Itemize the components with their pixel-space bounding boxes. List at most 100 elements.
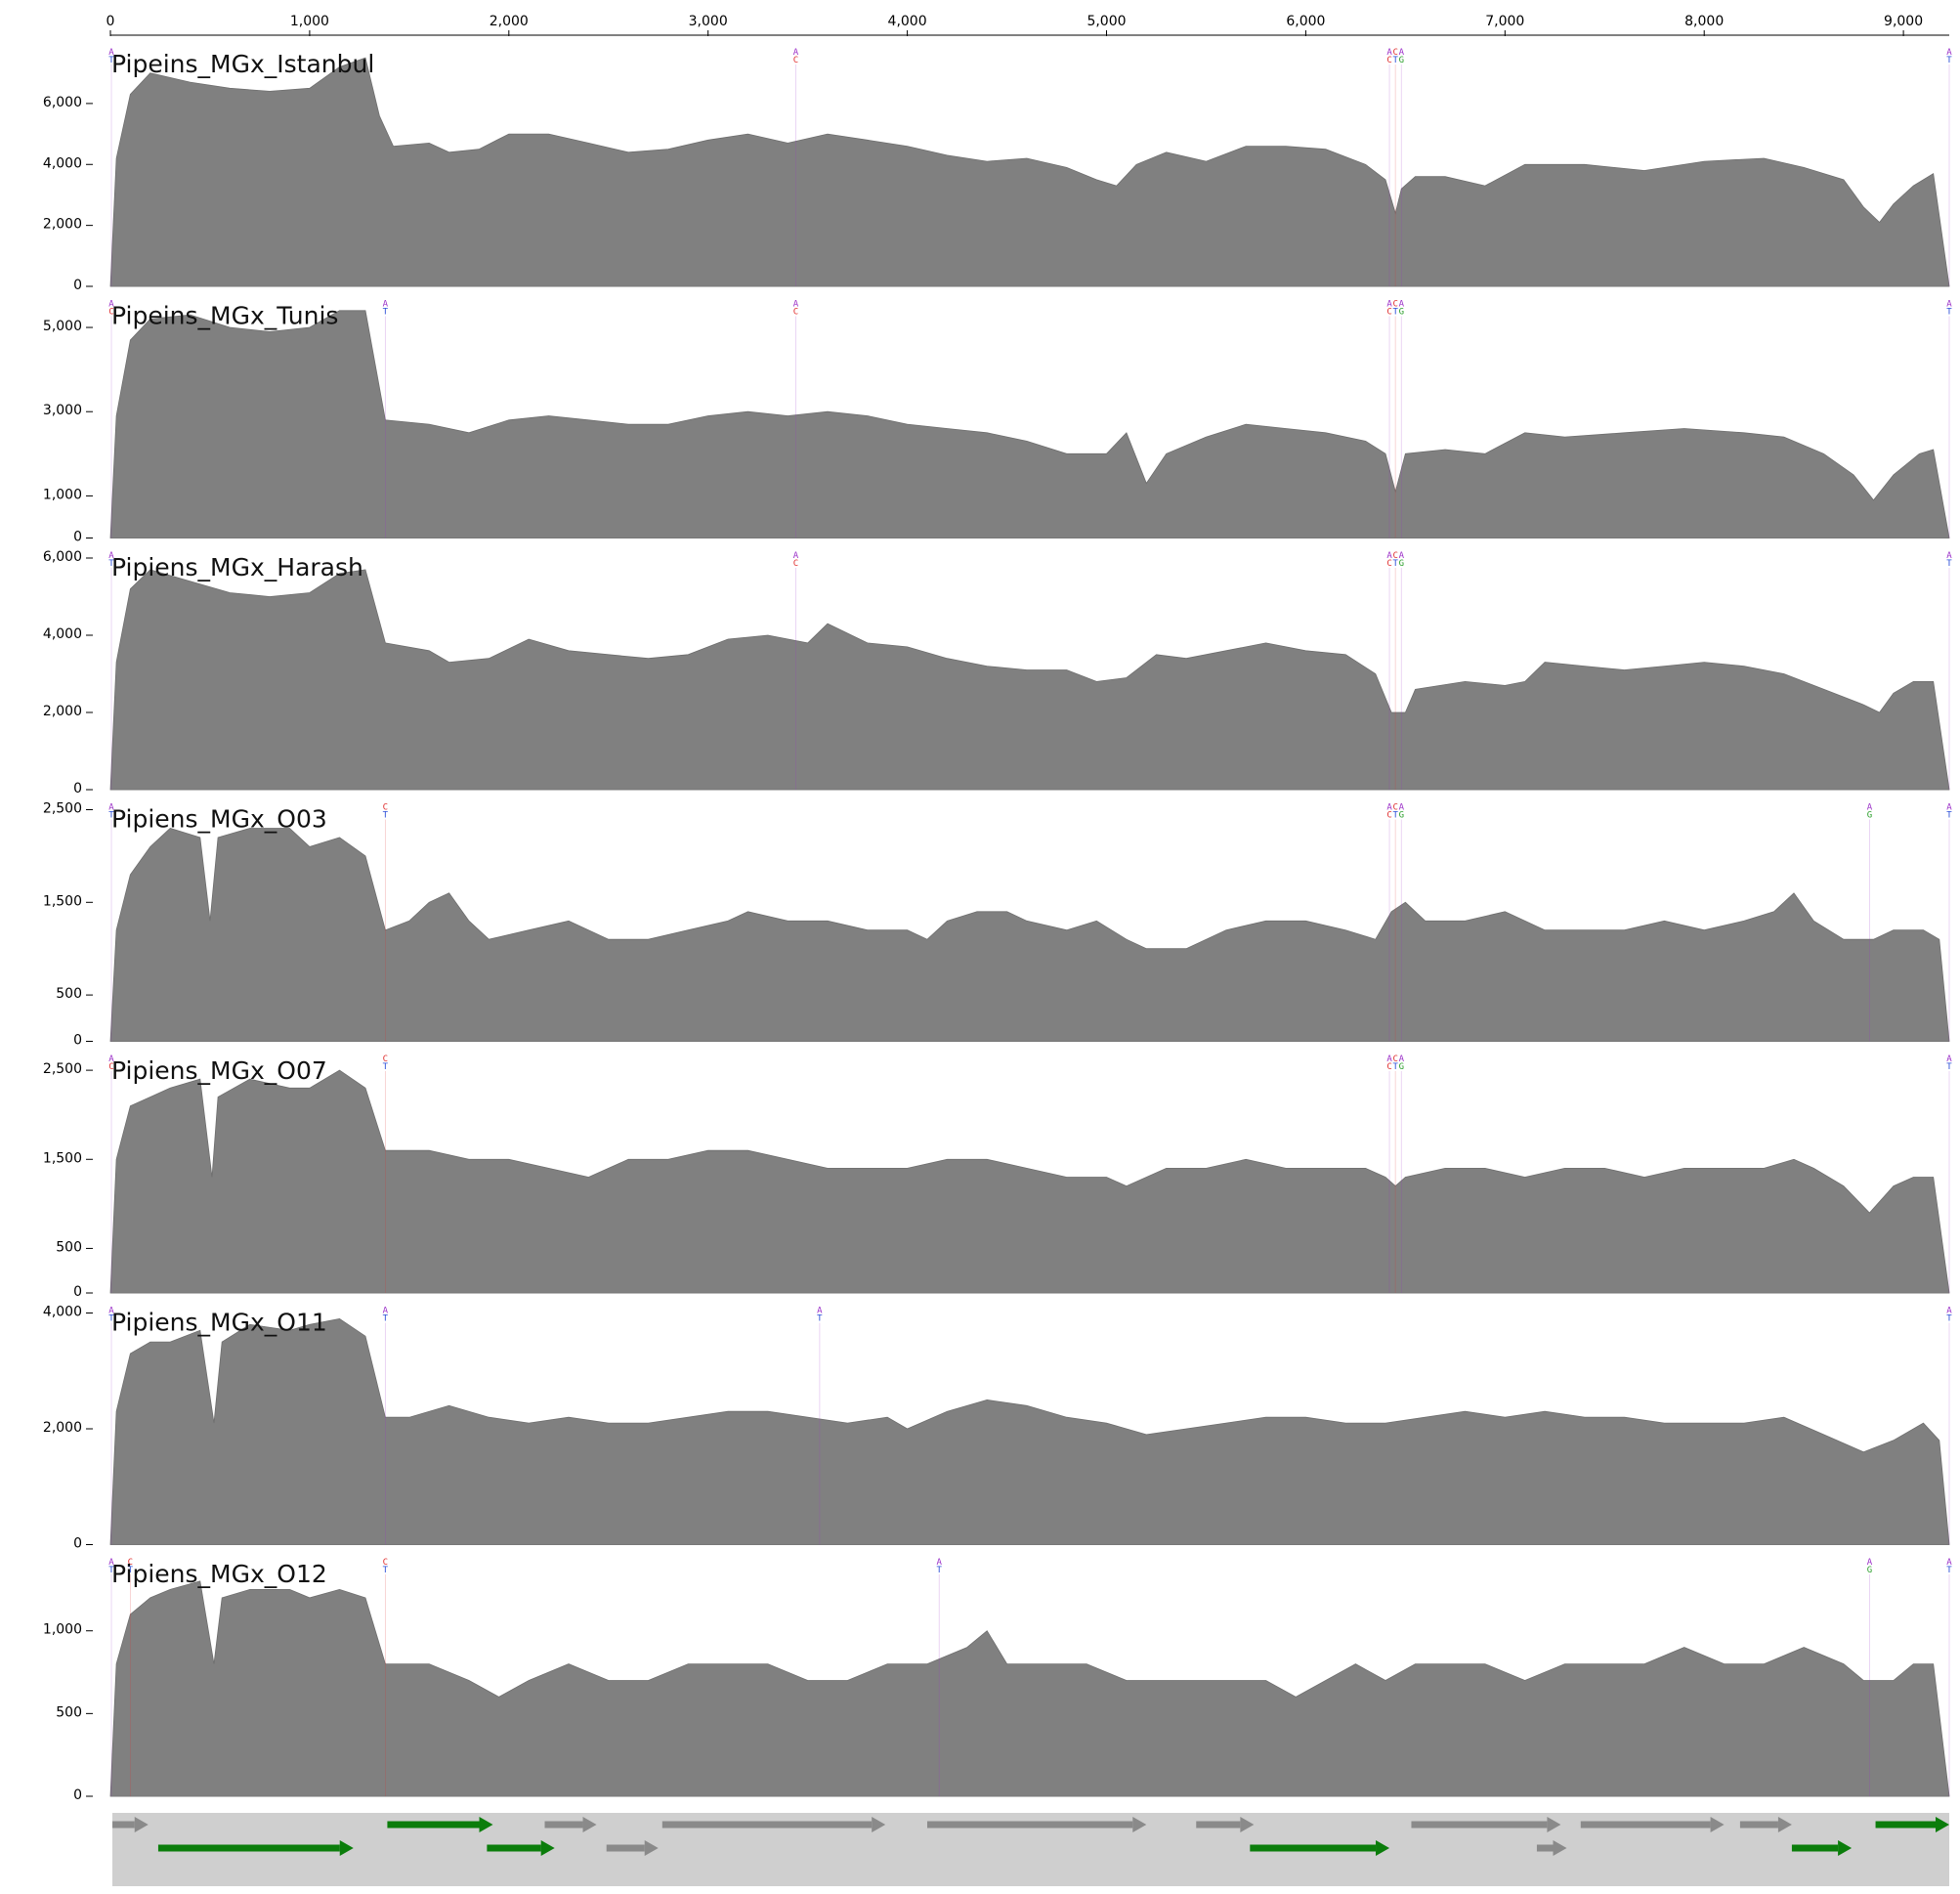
- gene-arrow-body: [1536, 1844, 1554, 1852]
- gene-arrow-body: [157, 1844, 340, 1852]
- snp-bottom-base: T: [108, 811, 114, 821]
- y-tick-label: 2,500: [43, 1061, 82, 1077]
- snp-top-base: C: [383, 803, 388, 813]
- gene-arrow-body: [487, 1844, 541, 1852]
- gene-arrow: [1580, 1817, 1725, 1832]
- y-tick-label: 2,000: [43, 1420, 82, 1436]
- coverage-track: 01,0003,0005,000ACATACACCTAGATPipeins_MG…: [43, 300, 1952, 545]
- snp-top-base: A: [1946, 551, 1952, 561]
- y-tick-label: 2,000: [43, 704, 82, 719]
- snp-top-base: A: [1867, 803, 1873, 813]
- gene-arrow-head: [1376, 1840, 1390, 1856]
- snp-top-base: A: [1386, 803, 1392, 813]
- snp-bottom-base: T: [383, 308, 389, 318]
- snp-bottom-base: T: [383, 811, 389, 821]
- snp-bottom-base: G: [1399, 308, 1404, 318]
- y-tick-label: 4,000: [43, 1305, 82, 1320]
- snp-top-base: A: [1399, 48, 1405, 58]
- snp-top-base: A: [1399, 803, 1405, 813]
- snp-top-base: A: [1386, 1055, 1392, 1064]
- snp-bottom-base: T: [1946, 1062, 1952, 1072]
- y-tick-label: 0: [73, 781, 82, 796]
- snp-bottom-base: T: [1946, 1314, 1952, 1324]
- y-tick-label: 0: [73, 1536, 82, 1552]
- snp-bottom-base: T: [108, 559, 114, 569]
- gene-arrow: [606, 1840, 659, 1856]
- coverage-area: [109, 569, 1950, 791]
- snp-top-base: A: [937, 1558, 943, 1568]
- ruler-tick-label: 4,000: [888, 14, 927, 29]
- y-tick-label: 500: [56, 1704, 82, 1720]
- snp-top-base: A: [108, 1055, 114, 1064]
- gene-arrow-body: [1580, 1821, 1711, 1829]
- snp-top-base: A: [383, 300, 389, 310]
- snp-bottom-base: G: [1399, 1062, 1404, 1072]
- gene-arrow: [1536, 1840, 1567, 1856]
- y-tick-label: 0: [73, 1284, 82, 1300]
- gene-arrow-head: [1240, 1817, 1255, 1832]
- track-title: Pipiens_MGx_O07: [111, 1056, 327, 1085]
- coverage-tracks: 02,0004,0006,000ATACACCTAGATPipeins_MGx_…: [43, 48, 1952, 1803]
- snp-top-base: A: [1946, 803, 1952, 813]
- snp-bottom-base: T: [1392, 811, 1398, 821]
- coverage-track: 05001,5002,500ACCTACCTAGATPipiens_MGx_O0…: [43, 1055, 1952, 1300]
- gene-arrow-head: [1547, 1817, 1561, 1832]
- coverage-area: [109, 1580, 1950, 1797]
- coverage-area: [109, 1069, 1950, 1294]
- gene-arrow-head: [1710, 1817, 1725, 1832]
- snp-bottom-base: C: [793, 56, 798, 65]
- snp-bottom-base: T: [1392, 56, 1398, 65]
- snp-bottom-base: T: [937, 1566, 943, 1575]
- y-tick-label: 6,000: [43, 549, 82, 565]
- y-tick-label: 2,500: [43, 801, 82, 817]
- track-title: Pipiens_MGx_Harash: [111, 553, 363, 581]
- gene-arrow-body: [1875, 1821, 1936, 1829]
- snp-bottom-base: T: [108, 1314, 114, 1324]
- gene-arrow-head: [1838, 1840, 1853, 1856]
- track-title: Pipiens_MGx_O12: [111, 1560, 327, 1588]
- gene-arrow: [1875, 1817, 1949, 1832]
- gene-arrow-head: [872, 1817, 886, 1832]
- snp-top-base: A: [1386, 551, 1392, 561]
- snp-bottom-base: C: [793, 559, 798, 569]
- gene-arrow: [487, 1840, 555, 1856]
- snp-top-base: A: [1867, 1558, 1873, 1568]
- gene-arrow-head: [339, 1840, 354, 1856]
- snp-bottom-base: C: [1386, 56, 1391, 65]
- snp-top-base: A: [108, 551, 114, 561]
- snp-bottom-base: C: [108, 1062, 113, 1072]
- snp-bottom-base: C: [1386, 308, 1391, 318]
- snp-top-base: A: [1946, 300, 1952, 310]
- gene-arrow-head: [1777, 1817, 1792, 1832]
- snp-bottom-base: T: [1946, 56, 1952, 65]
- gene-arrow-head: [1936, 1817, 1949, 1832]
- snp-top-base: A: [1946, 1307, 1952, 1316]
- snp-top-base: A: [1399, 300, 1405, 310]
- snp-top-base: C: [383, 1558, 388, 1568]
- y-tick-label: 2,000: [43, 217, 82, 233]
- snp-bottom-base: T: [1392, 308, 1398, 318]
- snp-bottom-base: C: [108, 308, 113, 318]
- snp-top-base: C: [383, 1055, 388, 1064]
- gene-arrow-head: [644, 1840, 659, 1856]
- snp-bottom-base: T: [383, 1566, 389, 1575]
- gene-arrow: [1791, 1840, 1853, 1856]
- gene-arrow: [387, 1817, 493, 1832]
- snp-bottom-base: G: [1399, 56, 1404, 65]
- gene-arrow-body: [1196, 1821, 1241, 1829]
- snp-top-base: A: [108, 1558, 114, 1568]
- snp-top-base: A: [1946, 48, 1952, 58]
- snp-top-base: A: [1399, 551, 1405, 561]
- gene-arrow-body: [1739, 1821, 1778, 1829]
- gene-arrow-body: [1411, 1821, 1548, 1829]
- track-title: Pipiens_MGx_O11: [111, 1309, 327, 1337]
- snp-bottom-base: T: [1392, 559, 1398, 569]
- y-tick-label: 0: [73, 530, 82, 545]
- y-tick-label: 500: [56, 986, 82, 1002]
- gene-arrow: [544, 1817, 597, 1832]
